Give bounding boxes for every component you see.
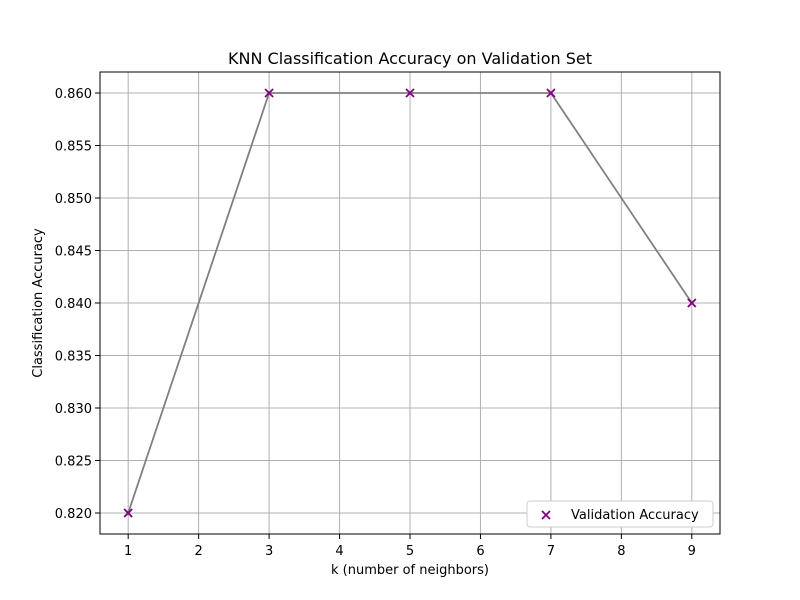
data-point-marker	[123, 508, 133, 518]
y-tick-label: 0.845	[55, 245, 92, 260]
y-tick-label: 0.850	[55, 192, 92, 207]
data-point-marker	[264, 88, 274, 98]
marker-stroke	[123, 508, 133, 518]
y-tick-label: 0.855	[55, 140, 92, 155]
x-tick-label: 4	[335, 544, 343, 559]
y-tick-label: 0.840	[55, 297, 92, 312]
x-tick-label: 3	[265, 544, 273, 559]
x-tick-label: 6	[476, 544, 484, 559]
data-point-marker	[405, 88, 415, 98]
legend-marker-x	[541, 510, 551, 520]
y-axis-ticks: 0.820 0.825 0.830 0.835 0.840 0.845 0.850 0.855…	[55, 87, 100, 522]
x-tick-label: 1	[124, 544, 132, 559]
y-tick-label: 0.835	[55, 350, 92, 365]
marker-stroke	[264, 88, 274, 98]
marker-layer	[123, 88, 697, 518]
x-axis-ticks: 1 2 3 4 5 6 7 8 9	[124, 534, 696, 559]
x-tick-label: 2	[194, 544, 202, 559]
x-tick-label: 9	[688, 544, 696, 559]
y-tick-label: 0.860	[55, 87, 92, 102]
data-point-marker	[687, 298, 697, 308]
x-tick-label: 7	[547, 544, 555, 559]
legend-box	[526, 500, 714, 528]
y-tick-label: 0.820	[55, 507, 92, 522]
chart-title: KNN Classification Accuracy on Validatio…	[228, 49, 592, 68]
y-axis-title: Classification Accuracy	[31, 228, 46, 378]
marker-stroke	[546, 88, 556, 98]
legend: Validation Accuracy	[526, 500, 714, 528]
marker-stroke	[687, 298, 697, 308]
legend-x-marker	[541, 510, 551, 520]
x-axis-title: k (number of neighbors)	[331, 563, 489, 578]
data-point-marker	[546, 88, 556, 98]
y-tick-label: 0.830	[55, 402, 92, 417]
x-tick-label: 8	[617, 544, 625, 559]
x-tick-label: 5	[406, 544, 414, 559]
y-tick-label: 0.825	[55, 455, 92, 470]
grid	[100, 72, 720, 534]
legend-label: Validation Accuracy	[571, 508, 699, 523]
marker-stroke	[541, 510, 551, 520]
marker-stroke	[405, 88, 415, 98]
